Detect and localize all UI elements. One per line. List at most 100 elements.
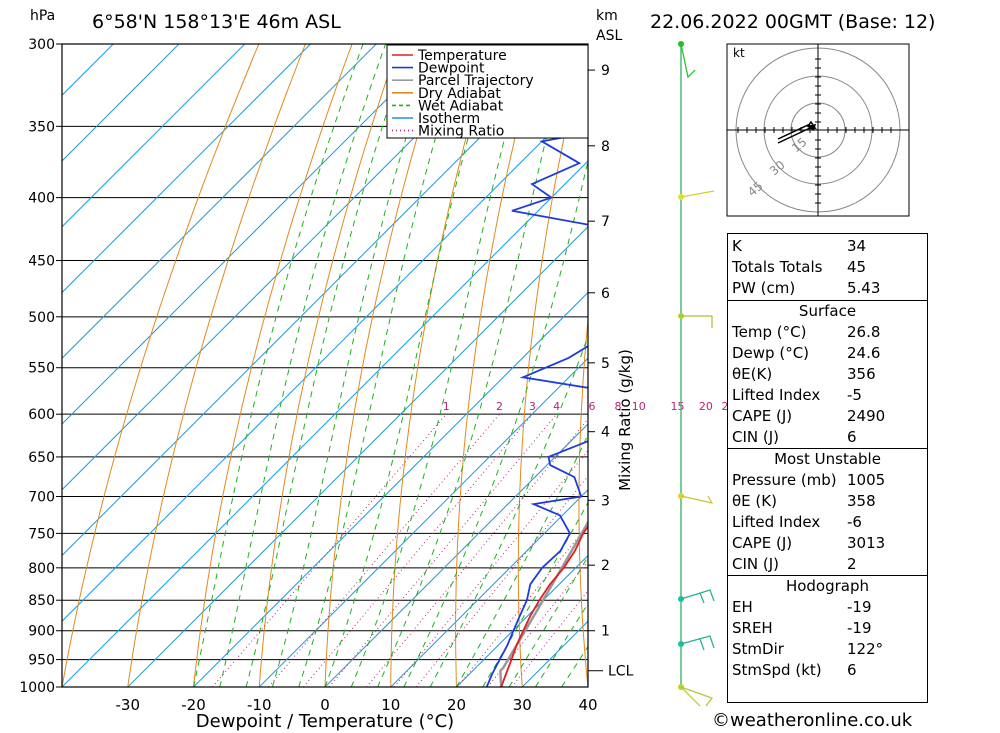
isotherm-line (62, 44, 377, 359)
hodo-stmspd: StmSpd (kt) 6 (728, 660, 927, 681)
pressure-tick-label: 450 (28, 254, 55, 270)
x-tick-label: -20 (181, 696, 206, 714)
mixing-ratio-labels: 12346810152025 (443, 400, 736, 413)
value: 1005 (847, 471, 886, 489)
dewpoint-line (485, 131, 588, 687)
surface-cape: CAPE (J) 2490 (728, 406, 927, 427)
isotherm-line (62, 160, 588, 687)
pressure-tick-label: 700 (28, 490, 55, 506)
dry-adiabat-line (578, 314, 588, 687)
pressure-tick-label: 850 (28, 593, 55, 609)
km-tick-label: 7 (601, 214, 610, 230)
label: Dewp (°C) (732, 344, 810, 362)
label: Pressure (mb) (732, 471, 837, 489)
mixing-ratio-line (487, 560, 588, 687)
wet-adiabat-line (429, 334, 588, 687)
value: 2490 (847, 407, 886, 425)
dry-adiabat-line (956, 44, 1000, 687)
mixing-ratio-label: 10 (632, 400, 646, 413)
mixing-ratio-line (415, 475, 588, 687)
section-title: Hodograph (785, 577, 870, 595)
dry-adiabat-line (193, 44, 353, 687)
label: CAPE (J) (732, 534, 793, 552)
wind-barb-icon (680, 635, 715, 651)
wet-adiabat-line (219, 44, 387, 687)
pressure-tick-label: 400 (28, 191, 55, 207)
dry-adiabat-line (62, 44, 260, 687)
x-tick-label: 20 (447, 696, 466, 714)
km-tick-label: 1 (601, 624, 610, 640)
section-title: Most Unstable (774, 450, 881, 468)
mixing-ratio-label: 15 (671, 400, 685, 413)
mu-cin: CIN (J) 2 (728, 554, 927, 575)
mixing-ratio-label: 20 (699, 400, 713, 413)
wet-adiabat-line (193, 44, 364, 687)
x-tick-label: -10 (247, 696, 272, 714)
label: StmSpd (kt) (732, 661, 822, 679)
hodograph: kt 15 30 45 (726, 43, 910, 217)
value: 24.6 (847, 344, 881, 362)
asl-unit: ASL (596, 28, 622, 44)
legend-label: Isotherm (418, 111, 480, 127)
mixing-ratio-line (303, 413, 533, 687)
wet-adiabat-line (271, 44, 436, 687)
wet-adiabat-line (350, 44, 531, 687)
surface-li: Lifted Index -5 (728, 385, 927, 406)
wind-barb-icon (680, 589, 715, 604)
isotherm-line (62, 44, 180, 162)
legend-label: Dry Adiabat (418, 86, 501, 102)
storm-motion-icon (806, 124, 816, 131)
km-tick-label: 3 (601, 493, 610, 509)
x-axis-label: Dewpoint / Temperature (°C) (196, 711, 454, 732)
hodo-stmdir: StmDir 122° (728, 639, 927, 660)
legend-label: Wet Adiabat (418, 98, 504, 114)
mixing-ratio-label: 8 (615, 400, 622, 413)
temperature-line (500, 525, 588, 687)
surface-section: Surface Temp (°C) 26.8 Dewp (°C) 24.6 θE(K… (728, 300, 927, 448)
km-tick-label: 2 (601, 558, 610, 574)
pressure-tick-label: 1000 (19, 680, 55, 696)
wind-barb-icon (680, 686, 713, 707)
index-totals: Totals Totals 45 (728, 257, 927, 278)
label: Lifted Index (732, 513, 821, 531)
legend-label: Parcel Trajectory (418, 73, 534, 89)
index-k: K 34 (728, 236, 927, 257)
pressure-tick-labels: 300 350 400 450 500 550 600 650 700 750 800 850 900 9… (19, 37, 62, 696)
surface-dewp: Dewp (°C) 24.6 (728, 343, 927, 364)
wet-adiabat-line (245, 44, 410, 687)
wind-barb-icon (680, 43, 696, 79)
value: 2 (847, 555, 857, 573)
dry-adiabat-line (258, 44, 400, 687)
mixing-ratio-label: 1 (443, 400, 450, 413)
copyright-footer[interactable]: ©weatheronline.co.uk (712, 710, 913, 731)
x-tick-label: 10 (381, 696, 400, 714)
pressure-tick-label: 650 (28, 450, 55, 466)
value: 45 (847, 258, 867, 276)
pressure-tick-label: 900 (28, 624, 55, 640)
wet-adiabat-line (298, 44, 464, 687)
label: StmDir (732, 640, 784, 658)
wet-adiabat-line (508, 555, 588, 687)
wet-adiabat-line (534, 602, 588, 687)
hodograph-trace (777, 120, 818, 144)
hodograph-unit: kt (733, 46, 745, 60)
isotherm-line (62, 44, 114, 96)
mixing-ratio-label: 4 (553, 400, 560, 413)
mixing-ratio-label: 2 (496, 400, 503, 413)
mixing-ratio-axis-label: Mixing Ratio (g/kg) (616, 349, 634, 491)
km-tick-label: 4 (601, 425, 610, 441)
mu-li: Lifted Index -6 (728, 512, 927, 533)
dry-adiabat-line (324, 44, 446, 687)
x-tick-label: 0 (320, 696, 330, 714)
dry-adiabat-line (390, 44, 493, 687)
km-unit: km (596, 8, 618, 24)
mixing-ratio-line (393, 449, 588, 687)
value: 358 (847, 492, 876, 510)
isotherm-line (62, 44, 311, 294)
surface-theta: θE(K) 356 (728, 364, 927, 385)
km-tick-label: 8 (601, 139, 610, 155)
km-tick-label: 9 (601, 63, 610, 79)
wet-adiabat-line (403, 158, 588, 687)
label: CIN (J) (732, 555, 780, 573)
km-tick-label: 6 (601, 286, 610, 302)
